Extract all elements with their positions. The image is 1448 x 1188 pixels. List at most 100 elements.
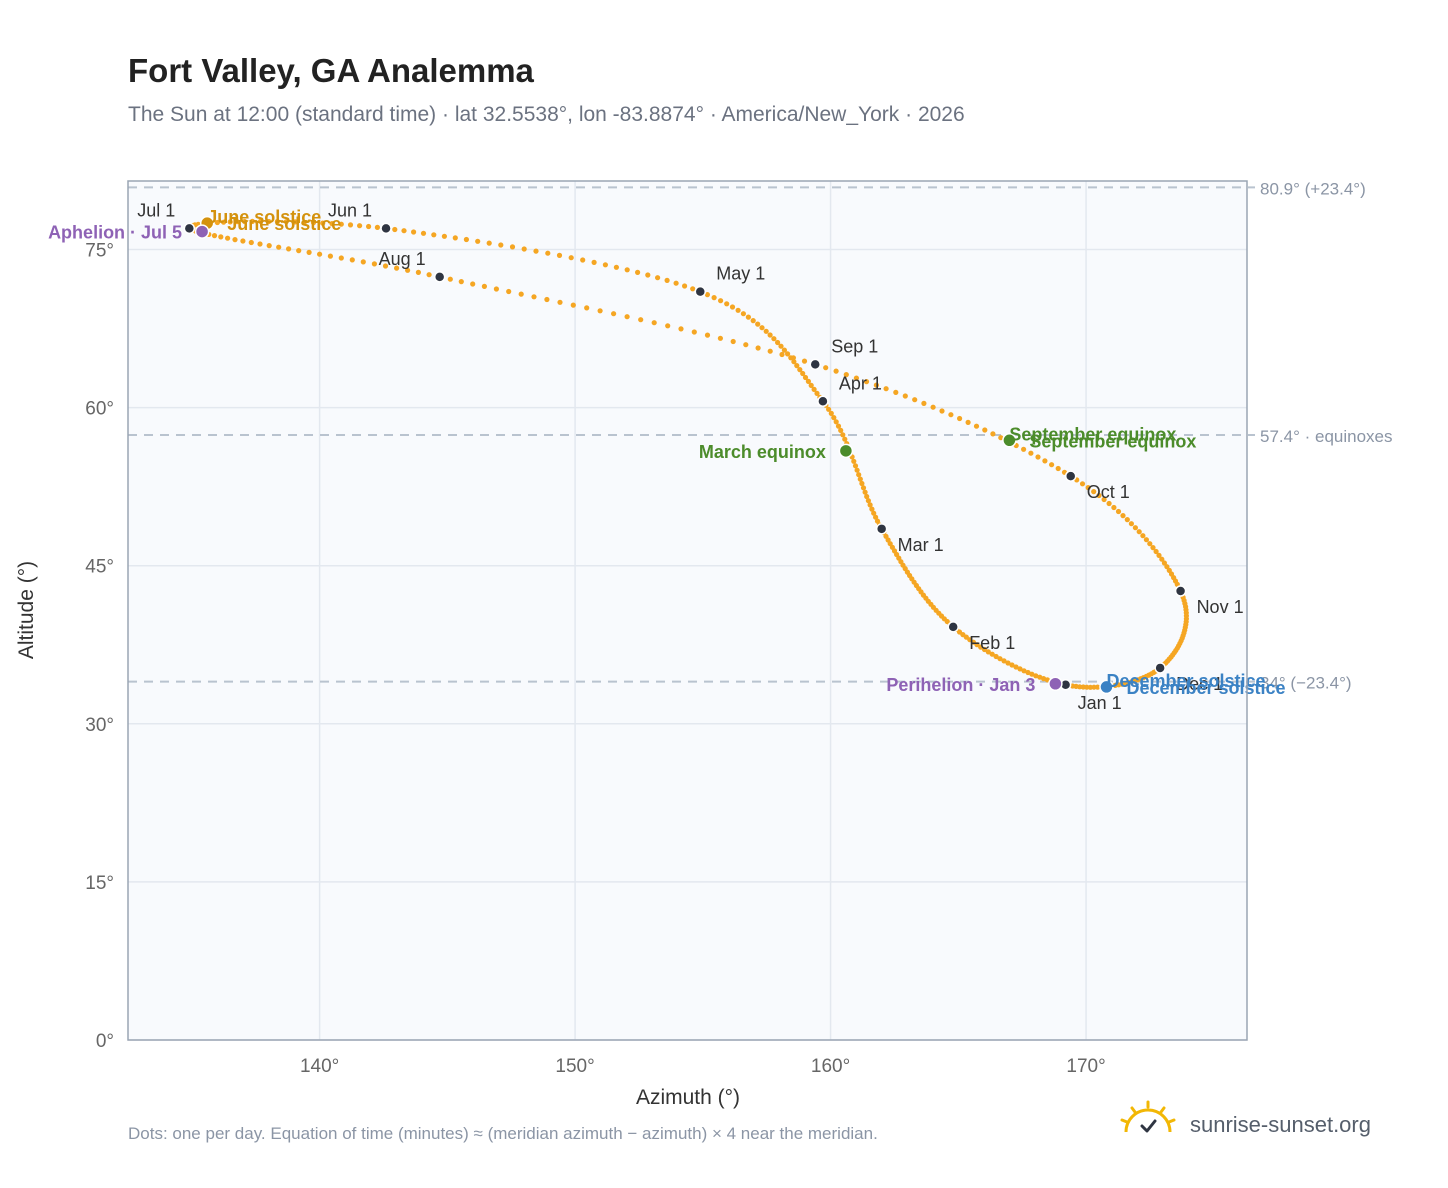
month-label: Aug 1: [379, 249, 426, 269]
daily-dot: [1156, 552, 1162, 559]
month-marker: [1154, 662, 1166, 674]
event-label: September equinox: [1009, 424, 1176, 444]
y-tick-label: 0°: [96, 1031, 114, 1052]
daily-dot: [865, 498, 872, 504]
event-label: September equinox: [1029, 431, 1196, 451]
daily-dot: [257, 218, 264, 224]
brand-name: sunrise-sunset.org: [1190, 1112, 1371, 1137]
footnote: Dots: one per day. Equation of time (min…: [128, 1124, 878, 1143]
event-label: June solstice: [227, 214, 341, 234]
daily-dot: [985, 649, 991, 655]
daily-dot: [930, 404, 936, 410]
daily-dot: [1164, 564, 1170, 570]
event-label: Aphelion · Jul 5: [48, 223, 182, 243]
daily-dot: [234, 219, 240, 225]
daily-dot: [266, 243, 272, 249]
daily-dot: [225, 235, 231, 241]
daily-dot: [214, 219, 220, 226]
month-label: Mar 1: [898, 535, 944, 555]
daily-dot: [735, 307, 741, 313]
month-marker: [947, 621, 959, 633]
daily-dot: [851, 458, 857, 464]
month-label: Nov 1: [1197, 597, 1244, 617]
daily-dot: [767, 348, 773, 354]
daily-dot: [349, 257, 355, 263]
daily-dot: [1128, 521, 1134, 527]
daily-dot: [463, 236, 469, 243]
daily-dot: [1055, 465, 1061, 472]
daily-dot: [602, 262, 609, 268]
reference-line-label: 34° (−23.4°): [1260, 674, 1352, 693]
daily-dot: [1153, 548, 1159, 555]
event-marker: [194, 224, 210, 239]
daily-dot: [755, 345, 761, 351]
daily-dot: [1009, 662, 1015, 668]
daily-dot: [800, 370, 806, 377]
daily-dot: [392, 226, 398, 233]
y-tick-label: 15°: [85, 873, 114, 894]
daily-dot: [805, 378, 812, 384]
daily-dot: [811, 386, 817, 392]
daily-dot: [611, 311, 617, 317]
daily-dot: [893, 389, 899, 395]
daily-dot: [533, 248, 539, 254]
reference-lines: 80.9° (+23.4°) 57.4° · equinoxes 34° (−23.…: [128, 179, 1393, 693]
date-markers: Jan 1 Feb 1 Mar 1 Apr 1 May 1 Jun 1 Jul 1 Aug 1…: [48, 200, 1286, 712]
daily-dot: [286, 246, 292, 252]
plot-frame: [127, 180, 1248, 1041]
daily-dot: [310, 220, 317, 226]
daily-dot: [785, 351, 791, 357]
daily-dot: [775, 339, 781, 346]
y-axis-label: Altitude (°): [15, 561, 38, 659]
daily-dot: [965, 419, 971, 425]
daily-dot: [651, 320, 657, 326]
daily-dot: [394, 265, 400, 271]
daily-dot: [902, 393, 908, 399]
daily-dot: [405, 267, 411, 273]
daily-dot: [1005, 660, 1011, 666]
daily-dot: [982, 427, 988, 433]
chart-title: Fort Valley, GA Analemma: [128, 52, 534, 89]
daily-dot: [1025, 669, 1031, 676]
daily-dot: [544, 296, 550, 303]
month-marker: [183, 222, 196, 235]
daily-dot: [638, 317, 644, 323]
daily-dot: [989, 651, 995, 657]
daily-dot: [779, 351, 785, 358]
x-axis-label: Azimuth (°): [636, 1086, 740, 1109]
daily-dot: [1037, 674, 1043, 680]
daily-dot: [691, 329, 697, 335]
daily-dot: [860, 485, 867, 491]
daily-dot: [431, 232, 437, 238]
daily-dot: [840, 432, 846, 438]
month-label: Apr 1: [839, 373, 882, 393]
daily-dot: [973, 423, 980, 429]
daily-dot: [426, 272, 432, 278]
month-marker: [694, 285, 707, 298]
daily-dot: [740, 311, 747, 317]
daily-dot: [645, 272, 651, 278]
brand[interactable]: sunrise-sunset.org: [1120, 1100, 1390, 1148]
daily-dot: [218, 234, 224, 240]
daily-dot: [854, 467, 860, 473]
daily-dot: [743, 342, 749, 348]
daily-dot: [912, 397, 918, 403]
daily-dot: [856, 472, 862, 478]
daily-dot: [921, 400, 927, 406]
daily-dot: [1096, 492, 1102, 499]
chart-subtitle: The Sun at 12:00 (standard time) · lat 3…: [128, 103, 965, 126]
daily-dot: [883, 386, 889, 392]
month-marker: [875, 523, 888, 535]
daily-dot: [257, 241, 263, 247]
daily-dot: [835, 423, 842, 429]
daily-dot: [729, 304, 736, 310]
daily-dot: [939, 408, 945, 414]
daily-dot: [862, 489, 868, 495]
daily-dot: [506, 288, 512, 295]
daily-dot: [411, 229, 417, 235]
daily-dot: [864, 493, 870, 500]
daily-dot: [486, 240, 492, 246]
daily-dot: [221, 219, 227, 225]
daily-dot: [1136, 529, 1142, 535]
daily-dot: [871, 510, 877, 516]
